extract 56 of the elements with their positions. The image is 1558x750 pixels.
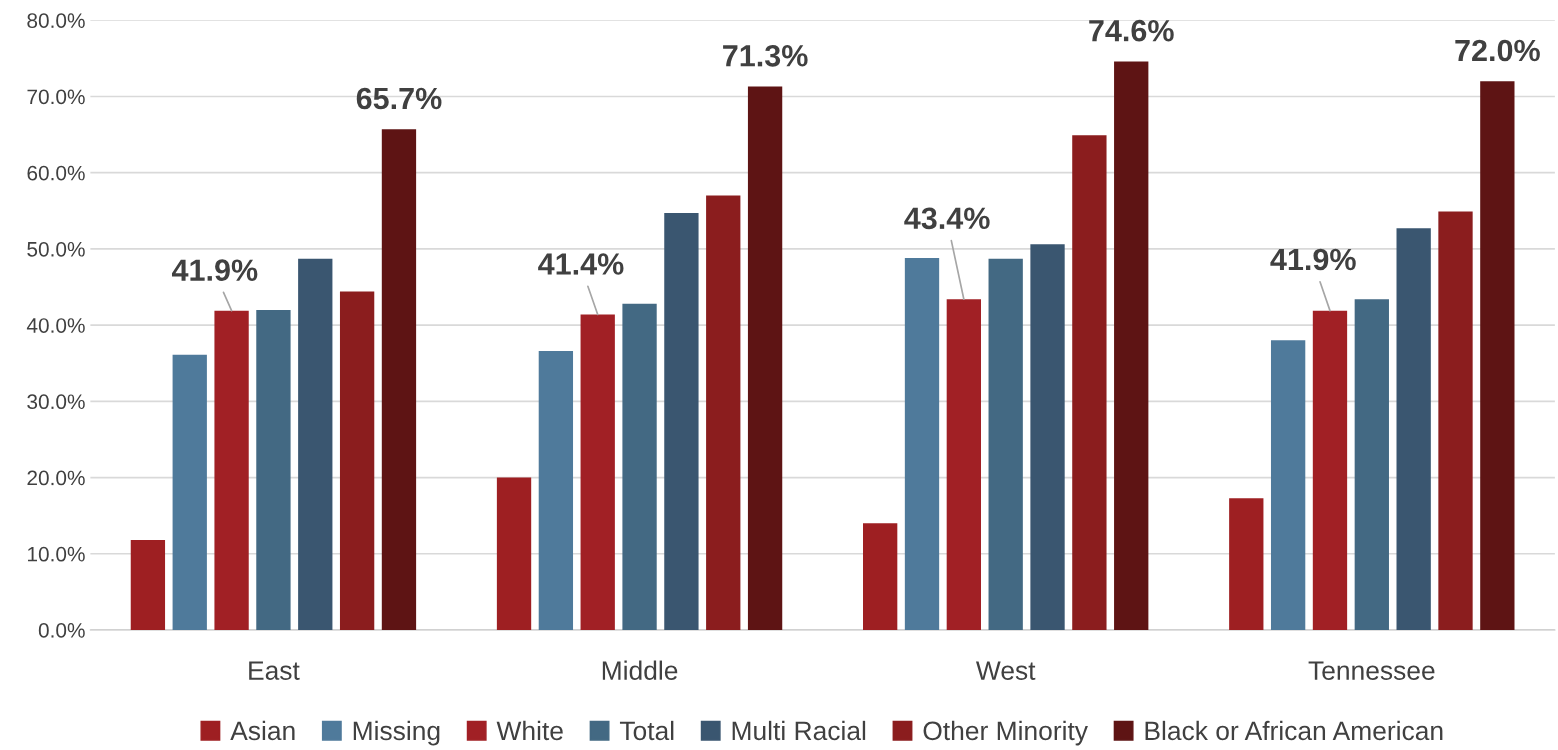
bar [1312, 310, 1348, 630]
bar [1396, 228, 1431, 630]
data-label: 41.4% [538, 253, 624, 275]
bar [1030, 244, 1065, 630]
bar [863, 523, 898, 630]
bar [580, 314, 615, 630]
bar [706, 195, 741, 630]
bar [1354, 299, 1389, 630]
data-label: 71.3% [723, 44, 808, 67]
bar [664, 213, 699, 630]
data-label: 41.9% [1270, 248, 1356, 271]
legend-label: Black or African American [1145, 720, 1443, 741]
legend-label: Total [619, 720, 674, 741]
x-tick-label: West [975, 661, 1036, 680]
bar [747, 86, 783, 630]
bar [1480, 81, 1515, 630]
bar [538, 351, 574, 630]
bar [256, 309, 291, 630]
y-tick-label: 10.0% [28, 546, 85, 562]
bar [904, 258, 940, 630]
bar [339, 291, 375, 630]
legend-label: White [496, 720, 563, 741]
data-label: 72.0% [1455, 39, 1540, 62]
bar [1438, 211, 1473, 630]
data-label: 41.9% [171, 259, 258, 281]
bar [130, 540, 166, 630]
bar [622, 303, 657, 630]
legend-label: Other Minority [923, 720, 1088, 746]
y-tick-label: 80.0% [27, 13, 85, 28]
y-tick-label: 20.0% [27, 470, 85, 486]
x-tick-label: East [249, 661, 300, 680]
legend-label: Missing [353, 720, 440, 746]
bar [298, 258, 333, 630]
bar [381, 129, 417, 630]
bar [988, 258, 1023, 630]
bar [946, 299, 981, 630]
data-label: 43.4% [904, 207, 990, 230]
y-tick-label: 40.0% [26, 318, 85, 333]
x-tick-label: Middle [602, 660, 678, 680]
bar [1072, 135, 1107, 630]
bar [1229, 498, 1264, 630]
bar [496, 477, 532, 630]
bar [172, 354, 207, 630]
x-tick-label: Tennessee [1308, 661, 1435, 680]
legend-label: Multi Racial [732, 720, 866, 741]
y-tick-label: 70.0% [27, 89, 85, 105]
legend-label: Asian [230, 720, 295, 741]
bar [1270, 340, 1306, 630]
data-label: 65.7% [356, 87, 442, 110]
data-label: 74.6% [1089, 19, 1174, 42]
y-tick-label: 0.0% [38, 623, 85, 638]
y-tick-label: 30.0% [27, 394, 85, 410]
y-tick-label: 60.0% [27, 165, 85, 181]
y-tick-label: 50.0% [27, 241, 85, 257]
bar [214, 310, 249, 630]
bar [1114, 61, 1149, 630]
